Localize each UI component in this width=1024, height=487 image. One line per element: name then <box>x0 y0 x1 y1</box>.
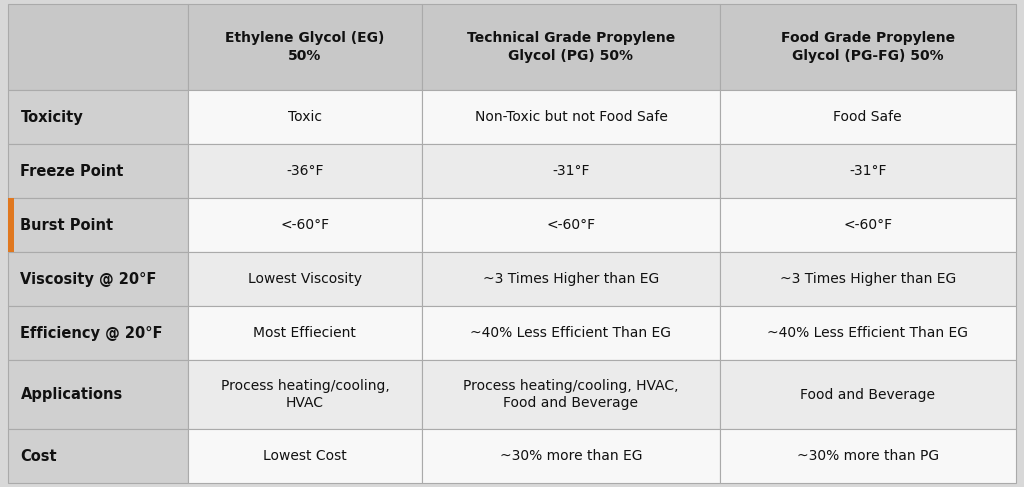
Bar <box>422 252 720 306</box>
Text: ~40% Less Efficient Than EG: ~40% Less Efficient Than EG <box>767 326 968 340</box>
Text: ~3 Times Higher than EG: ~3 Times Higher than EG <box>779 272 955 286</box>
Text: Toxic: Toxic <box>288 110 322 124</box>
Text: Lowest Viscosity: Lowest Viscosity <box>248 272 361 286</box>
Bar <box>187 360 422 429</box>
Bar <box>422 360 720 429</box>
Text: Food Grade Propylene
Glycol (PG-FG) 50%: Food Grade Propylene Glycol (PG-FG) 50% <box>780 31 954 63</box>
Bar <box>8 429 187 483</box>
Bar <box>720 4 1016 90</box>
Bar <box>422 90 720 144</box>
Text: -36°F: -36°F <box>286 164 324 178</box>
Text: Cost: Cost <box>20 449 57 464</box>
Bar <box>187 306 422 360</box>
Text: Most Effiecient: Most Effiecient <box>254 326 356 340</box>
Bar <box>187 90 422 144</box>
Bar <box>720 429 1016 483</box>
Bar <box>8 198 187 252</box>
Text: ~40% Less Efficient Than EG: ~40% Less Efficient Than EG <box>470 326 672 340</box>
Bar <box>8 360 187 429</box>
Text: ~3 Times Higher than EG: ~3 Times Higher than EG <box>483 272 659 286</box>
Text: <-60°F: <-60°F <box>547 218 596 232</box>
Text: ~30% more than EG: ~30% more than EG <box>500 449 642 463</box>
Bar <box>720 360 1016 429</box>
Text: Non-Toxic but not Food Safe: Non-Toxic but not Food Safe <box>474 110 668 124</box>
Text: <-60°F: <-60°F <box>843 218 892 232</box>
Bar <box>8 198 14 252</box>
Text: Toxicity: Toxicity <box>20 110 83 125</box>
Bar <box>187 144 422 198</box>
Text: Process heating/cooling,
HVAC: Process heating/cooling, HVAC <box>220 379 389 411</box>
Bar <box>187 429 422 483</box>
Bar <box>720 144 1016 198</box>
Text: Efficiency @ 20°F: Efficiency @ 20°F <box>20 326 163 341</box>
Bar <box>422 429 720 483</box>
Text: Burst Point: Burst Point <box>20 218 114 233</box>
Bar <box>720 90 1016 144</box>
Bar <box>187 252 422 306</box>
Bar <box>8 252 187 306</box>
Bar <box>187 4 422 90</box>
Text: <-60°F: <-60°F <box>281 218 330 232</box>
Bar <box>720 306 1016 360</box>
Bar <box>8 90 187 144</box>
Text: Food and Beverage: Food and Beverage <box>800 388 935 402</box>
Bar <box>422 306 720 360</box>
Text: -31°F: -31°F <box>849 164 887 178</box>
Text: Lowest Cost: Lowest Cost <box>263 449 347 463</box>
Text: Technical Grade Propylene
Glycol (PG) 50%: Technical Grade Propylene Glycol (PG) 50… <box>467 31 675 63</box>
Text: Freeze Point: Freeze Point <box>20 164 124 179</box>
Bar <box>422 198 720 252</box>
Bar <box>8 4 187 90</box>
Text: Viscosity @ 20°F: Viscosity @ 20°F <box>20 272 157 287</box>
Bar <box>422 144 720 198</box>
Bar <box>8 306 187 360</box>
Bar <box>187 198 422 252</box>
Text: Applications: Applications <box>20 387 123 402</box>
Text: -31°F: -31°F <box>552 164 590 178</box>
Bar <box>720 252 1016 306</box>
Text: Process heating/cooling, HVAC,
Food and Beverage: Process heating/cooling, HVAC, Food and … <box>463 379 679 411</box>
Text: Ethylene Glycol (EG)
50%: Ethylene Glycol (EG) 50% <box>225 31 385 63</box>
Text: ~30% more than PG: ~30% more than PG <box>797 449 939 463</box>
Bar <box>8 144 187 198</box>
Text: Food Safe: Food Safe <box>834 110 902 124</box>
Bar <box>720 198 1016 252</box>
Bar <box>422 4 720 90</box>
